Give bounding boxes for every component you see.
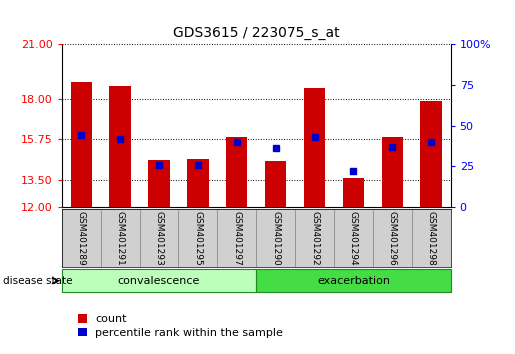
Text: disease state: disease state	[3, 276, 72, 286]
Text: GSM401298: GSM401298	[427, 211, 436, 266]
Text: GSM401289: GSM401289	[77, 211, 85, 266]
Text: GSM401291: GSM401291	[116, 211, 125, 266]
Bar	[187, 159, 209, 207]
Bar	[109, 86, 131, 207]
Text: convalescence: convalescence	[118, 275, 200, 286]
Bar	[342, 178, 364, 207]
Bar	[62, 209, 101, 267]
Bar	[373, 209, 411, 267]
Bar	[382, 137, 403, 207]
Text: GSM401295: GSM401295	[194, 211, 202, 266]
Bar	[148, 160, 170, 207]
Text: GSM401293: GSM401293	[154, 211, 163, 266]
Text: GSM401292: GSM401292	[310, 211, 319, 266]
Bar	[217, 209, 256, 267]
Bar	[71, 82, 92, 207]
Bar	[100, 209, 140, 267]
Bar	[420, 101, 442, 207]
Text: GSM401297: GSM401297	[232, 211, 241, 266]
Text: GSM401290: GSM401290	[271, 211, 280, 266]
Text: GSM401294: GSM401294	[349, 211, 358, 266]
Bar	[412, 209, 451, 267]
Title: GDS3615 / 223075_s_at: GDS3615 / 223075_s_at	[173, 27, 339, 40]
Bar	[334, 209, 373, 267]
Bar	[265, 161, 286, 207]
Bar	[256, 209, 295, 267]
Bar	[226, 137, 248, 207]
Legend: count, percentile rank within the sample: count, percentile rank within the sample	[78, 314, 283, 338]
Bar	[304, 88, 325, 207]
Text: GSM401296: GSM401296	[388, 211, 397, 266]
Bar	[140, 209, 178, 267]
Bar	[256, 269, 451, 292]
Text: exacerbation: exacerbation	[317, 275, 390, 286]
Bar	[62, 269, 256, 292]
Bar	[295, 209, 334, 267]
Bar	[178, 209, 217, 267]
